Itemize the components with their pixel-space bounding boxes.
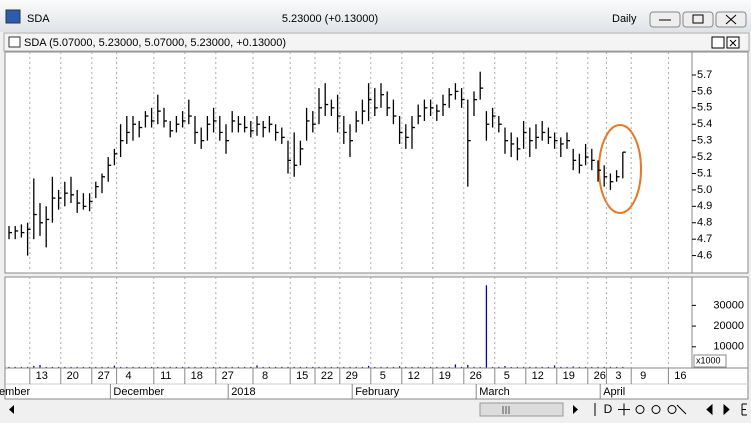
month-label: December (113, 386, 164, 398)
toolbar-icons[interactable] (594, 403, 747, 416)
x-tick-label: 3 (615, 370, 621, 382)
chart-icon (8, 36, 21, 48)
volume-axis (691, 276, 749, 369)
y-tick-label: 5.5 (697, 102, 712, 114)
quote: 5.23000 (+0.13000) (282, 13, 378, 25)
volume-tick-label: 10000 (713, 341, 744, 353)
month-label: February (355, 386, 400, 398)
x-tick-label: 5 (380, 370, 386, 382)
month-label: April (603, 386, 625, 398)
y-tick-label: 4.8 (697, 217, 712, 229)
x-tick-label: 18 (191, 370, 203, 382)
x-tick-label: 8 (262, 370, 268, 382)
volume-panel (4, 276, 693, 369)
chart-legend: SDA (5.07000, 5.23000, 5.07000, 5.23000,… (24, 37, 286, 49)
x-tick-label: 12 (408, 370, 420, 382)
y-tick-label: 5.6 (697, 85, 712, 97)
y-tick-label: 5.0 (697, 184, 712, 196)
x-tick-label: 11 (160, 370, 171, 382)
unit-box (693, 354, 727, 368)
volume-tick-label: 20000 (713, 320, 744, 332)
y-tick-label: 4.7 (697, 233, 712, 245)
x-tick-label: 26 (594, 370, 606, 382)
x-tick-label: 19 (563, 370, 575, 382)
y-tick-label: 5.4 (697, 118, 712, 130)
x-tick-label: 15 (296, 370, 308, 382)
x-tick-label: 22 (321, 370, 333, 382)
chart-header (3, 32, 750, 52)
month-label: 2018 (231, 386, 255, 398)
x-tick-label: 16 (674, 370, 686, 382)
y-tick-label: 4.9 (697, 200, 712, 212)
x-tick-label: 20 (67, 370, 79, 382)
scrollbar[interactable] (4, 401, 584, 418)
y-tick-label: 5.3 (697, 135, 712, 147)
x-tick-label: 12 (532, 370, 544, 382)
y-tick-label: 5.7 (697, 69, 712, 81)
x-tick-label: 5 (504, 370, 510, 382)
chart-buttons[interactable] (711, 36, 740, 49)
y-tick-label: 4.6 (697, 249, 712, 261)
highlight-circle (598, 124, 642, 214)
price-panel (4, 51, 693, 274)
x-tick-label: 9 (640, 370, 646, 382)
period-button[interactable]: D (604, 402, 613, 416)
price-axis (691, 51, 749, 274)
window-buttons[interactable] (649, 11, 747, 28)
x-tick-label: 27 (222, 370, 234, 382)
x-tick-label: 27 (98, 370, 110, 382)
x-tick-label: 19 (439, 370, 451, 382)
title-bar (0, 0, 751, 32)
y-tick-label: 5.2 (697, 151, 712, 163)
volume-tick-label: 30000 (713, 299, 744, 311)
x-tick-label: 26 (470, 370, 482, 382)
volume-unit: x1000 (696, 355, 721, 365)
x-tick-label: 13 (36, 370, 48, 382)
app-icon (5, 9, 21, 24)
x-tick-label: 4 (126, 370, 132, 382)
window-title: SDA (27, 13, 50, 25)
period: Daily (612, 13, 637, 25)
month-label: March (479, 386, 510, 398)
y-tick-label: 5.1 (697, 167, 712, 179)
x-tick-label: 29 (346, 370, 358, 382)
month-label: ember (0, 386, 31, 398)
